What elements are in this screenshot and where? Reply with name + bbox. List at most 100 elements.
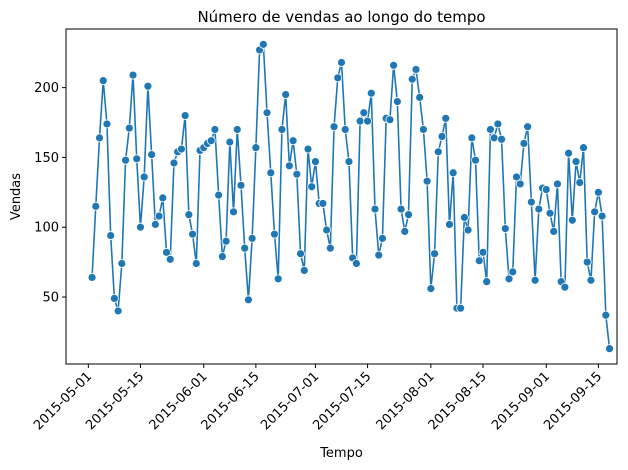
y-axis-title: Vendas — [9, 173, 24, 220]
data-point — [240, 243, 250, 253]
data-point — [311, 157, 320, 167]
data-point — [385, 115, 395, 125]
y-tick-label: 200 — [34, 81, 59, 96]
data-point — [180, 111, 190, 120]
data-point — [471, 155, 480, 165]
data-point — [456, 303, 466, 313]
data-point — [433, 147, 443, 157]
data-point — [87, 273, 97, 282]
data-point — [430, 249, 439, 259]
data-point — [124, 123, 134, 133]
data-point — [474, 256, 484, 266]
data-point — [154, 211, 164, 221]
data-point — [299, 266, 309, 275]
data-point — [232, 125, 242, 134]
data-point — [273, 274, 283, 284]
data-point — [206, 136, 216, 146]
data-point — [545, 208, 555, 218]
data-point — [266, 168, 276, 178]
data-point — [351, 259, 361, 268]
data-point — [169, 158, 179, 168]
plot-frame — [65, 28, 618, 365]
data-point — [553, 179, 562, 189]
data-point — [236, 180, 246, 190]
data-point — [571, 157, 581, 167]
data-point — [102, 119, 112, 129]
data-point — [217, 252, 227, 261]
data-point — [221, 236, 231, 246]
data-point — [512, 172, 521, 182]
data-point — [117, 259, 127, 268]
data-point — [177, 144, 186, 154]
data-point — [91, 201, 101, 211]
data-point — [322, 225, 332, 235]
data-point — [106, 231, 116, 240]
data-point — [95, 133, 104, 143]
data-point — [463, 225, 473, 235]
data-point — [478, 247, 488, 257]
data-point — [113, 306, 123, 316]
data-point — [459, 213, 469, 222]
data-point — [296, 249, 305, 259]
data-point — [325, 243, 335, 253]
data-point — [590, 207, 600, 217]
data-point — [344, 157, 354, 167]
y-tick-label: 100 — [34, 221, 59, 236]
data-point — [448, 168, 458, 178]
data-point — [400, 226, 410, 236]
data-point — [541, 185, 551, 194]
data-point — [307, 182, 317, 192]
data-point — [132, 154, 142, 164]
data-point — [426, 284, 436, 294]
data-point — [359, 108, 369, 118]
data-point — [214, 190, 224, 200]
data-point — [389, 60, 399, 70]
data-point — [504, 274, 514, 284]
data-point — [575, 178, 585, 187]
data-point — [370, 204, 380, 214]
data-point — [508, 267, 518, 277]
data-point — [579, 143, 588, 153]
data-point — [139, 172, 149, 182]
data-point — [560, 282, 570, 292]
data-point — [437, 132, 447, 141]
data-point — [366, 88, 376, 98]
data-point — [482, 277, 492, 287]
data-point — [277, 125, 287, 134]
data-point — [281, 90, 291, 100]
data-point — [258, 39, 268, 49]
data-point — [318, 199, 328, 208]
series-line — [91, 43, 611, 349]
data-point — [225, 137, 235, 147]
data-point — [467, 133, 477, 143]
data-point — [128, 70, 138, 80]
data-point — [392, 97, 402, 106]
data-point — [445, 220, 454, 229]
data-point — [363, 116, 372, 126]
data-point — [244, 295, 253, 305]
data-point — [229, 207, 238, 217]
data-point — [288, 136, 298, 146]
data-point — [605, 344, 614, 354]
data-point — [586, 275, 596, 285]
data-point — [411, 65, 421, 74]
data-point — [597, 211, 607, 221]
data-point — [333, 73, 343, 83]
data-point — [143, 81, 153, 91]
data-point — [262, 108, 272, 118]
data-point — [500, 224, 510, 234]
data-point — [374, 250, 384, 260]
data-point — [150, 220, 160, 229]
data-point — [251, 143, 261, 153]
data-point — [378, 233, 387, 243]
data-point — [441, 113, 451, 123]
data-point — [549, 226, 559, 236]
data-point — [526, 197, 536, 207]
data-point — [191, 259, 201, 268]
data-point — [515, 179, 525, 189]
data-point — [109, 293, 119, 303]
data-point — [582, 257, 592, 267]
data-point — [489, 133, 499, 143]
